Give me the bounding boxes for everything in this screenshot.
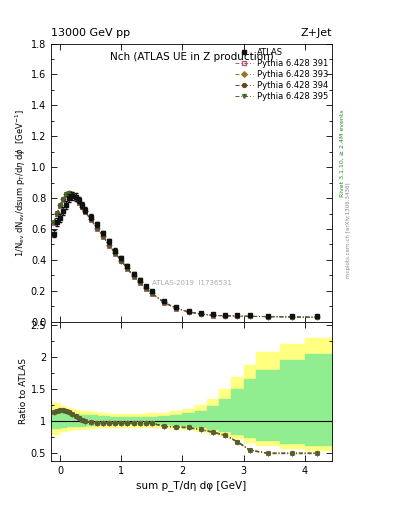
Text: 13000 GeV pp: 13000 GeV pp xyxy=(51,28,130,38)
Text: mcplots.cern.ch [arXiv:1306.3436]: mcplots.cern.ch [arXiv:1306.3436] xyxy=(346,183,351,278)
Text: Z+Jet: Z+Jet xyxy=(301,28,332,38)
Text: ATLAS-2019  I1736531: ATLAS-2019 I1736531 xyxy=(152,280,231,286)
X-axis label: sum p_T/dη dφ [GeV]: sum p_T/dη dφ [GeV] xyxy=(136,480,247,490)
Text: Nch (ATLAS UE in Z production): Nch (ATLAS UE in Z production) xyxy=(110,52,274,62)
Text: Rivet 3.1.10, ≥ 2.4M events: Rivet 3.1.10, ≥ 2.4M events xyxy=(340,110,345,198)
Y-axis label: 1/N$_\mathrm{ev}$ dN$_\mathrm{ev}$/dsum p$_\mathrm{T}$/d$\eta$ d$\phi$  [GeV$^{-: 1/N$_\mathrm{ev}$ dN$_\mathrm{ev}$/dsum … xyxy=(14,109,28,257)
Legend: ATLAS, Pythia 6.428 391, Pythia 6.428 393, Pythia 6.428 394, Pythia 6.428 395: ATLAS, Pythia 6.428 391, Pythia 6.428 39… xyxy=(235,48,328,101)
Y-axis label: Ratio to ATLAS: Ratio to ATLAS xyxy=(19,358,28,424)
